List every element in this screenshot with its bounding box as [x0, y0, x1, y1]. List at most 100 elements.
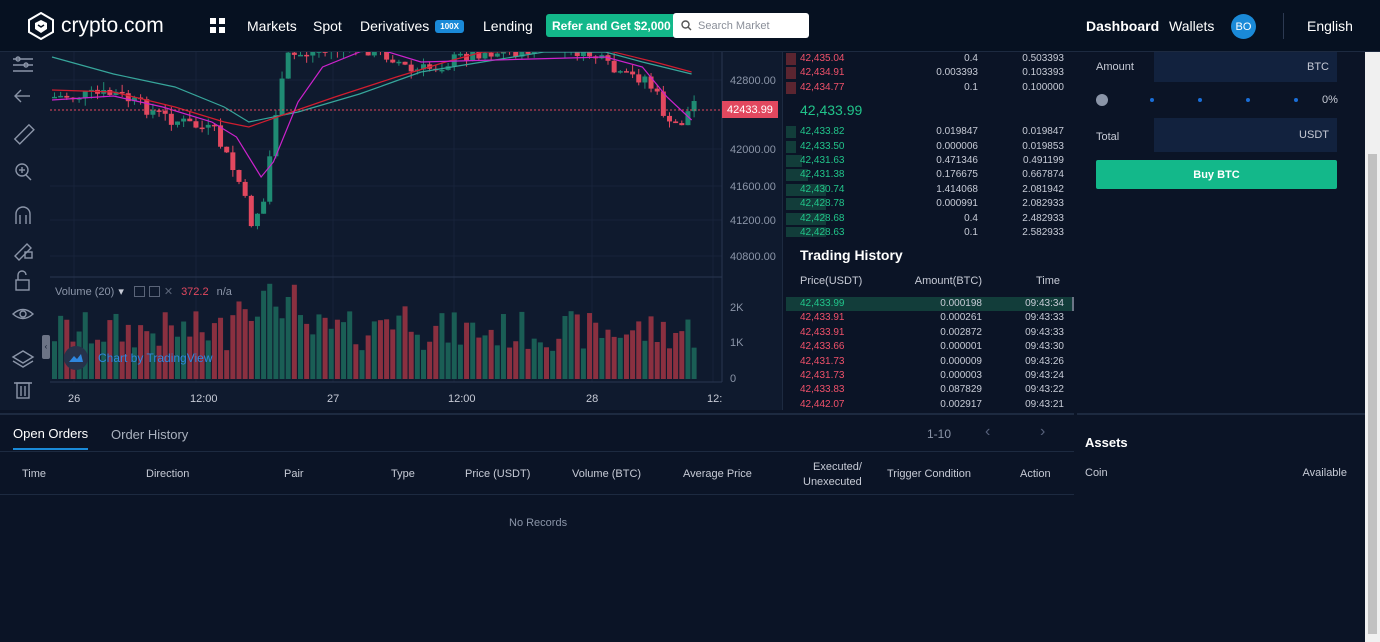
bid-row[interactable]: 42,433.82 0.019847 0.019847 [786, 125, 1074, 139]
candle-body [685, 111, 691, 126]
slider-tick[interactable] [1198, 98, 1202, 102]
amount-input[interactable]: BTC [1154, 52, 1337, 82]
volume-bar [162, 312, 168, 379]
nav-dashboard[interactable]: Dashboard [1086, 18, 1160, 34]
slider-tick[interactable] [1294, 98, 1298, 102]
brand-logo[interactable]: crypto.com [28, 12, 164, 40]
price-chart-panel[interactable]: 42800.00 42000.00 41600.00 41200.00 40800.00… [0, 36, 783, 410]
candle-body [162, 110, 168, 114]
tradingview-watermark[interactable]: Chart by TradingView [64, 346, 213, 370]
buy-btc-button[interactable]: Buy BTC [1096, 160, 1337, 189]
volume-bar [568, 311, 574, 379]
depth-bar [786, 198, 826, 211]
order-amount: 0.000991 [936, 198, 978, 210]
eye-icon[interactable] [11, 308, 35, 320]
volume-bar [630, 330, 636, 379]
candle-body [310, 51, 316, 56]
legend-close-icon[interactable]: ✕ [163, 286, 174, 298]
volume-bar [599, 337, 605, 379]
zoom-in-icon[interactable] [15, 163, 32, 181]
ask-row[interactable]: 42,434.77 0.1 0.100000 [786, 81, 1074, 95]
lock-icon[interactable] [15, 270, 30, 291]
total-input[interactable]: USDT [1154, 118, 1337, 152]
candle-body [476, 48, 482, 59]
price-axis-label: 40800.00 [730, 251, 776, 263]
volume-bar [82, 312, 88, 379]
candle-body [630, 71, 636, 75]
bid-row[interactable]: 42,430.74 1.414068 2.081942 [786, 183, 1074, 197]
volume-bar [248, 320, 254, 379]
bid-row[interactable]: 42,431.63 0.471346 0.491199 [786, 154, 1074, 168]
trade-time: 09:43:30 [1025, 341, 1064, 353]
trade-row: 42,433.99 0.000198 09:43:34 [786, 297, 1074, 312]
volume-bar [402, 306, 408, 379]
bid-row[interactable]: 42,428.78 0.000991 2.082933 [786, 197, 1074, 211]
trade-price: 42,433.91 [800, 326, 845, 338]
trade-amount: 0.000198 [940, 298, 982, 309]
bid-row[interactable]: 42,428.63 0.1 2.582933 [786, 226, 1074, 240]
back-arrow-icon[interactable] [14, 89, 30, 103]
bid-row[interactable]: 42,428.68 0.4 2.482933 [786, 212, 1074, 226]
volume-bar [156, 345, 162, 379]
language-selector[interactable]: English [1307, 18, 1353, 34]
chevron-right-icon[interactable]: › [1040, 423, 1046, 440]
draw-lock-icon[interactable] [14, 243, 33, 261]
page-scrollbar[interactable] [1365, 52, 1380, 642]
volume-bar [175, 336, 180, 379]
bid-row[interactable]: 42,431.38 0.176675 0.667874 [786, 168, 1074, 182]
trash-icon[interactable] [14, 382, 32, 399]
order-total: 2.582933 [1022, 226, 1064, 238]
volume-bar [574, 314, 580, 379]
indicators-icon[interactable] [13, 56, 33, 72]
refer-button[interactable]: Refer and Get $2,000 [546, 14, 677, 37]
slider-handle[interactable] [1096, 94, 1108, 106]
legend-settings-icon[interactable] [148, 286, 160, 297]
search-box[interactable] [673, 13, 809, 38]
nav-wallets[interactable]: Wallets [1169, 18, 1215, 34]
volume-bar [421, 349, 426, 379]
slider-tick[interactable] [1150, 98, 1154, 102]
volume-bar [451, 312, 457, 379]
slider-tick[interactable] [1246, 98, 1250, 102]
ask-row[interactable]: 42,435.04 0.4 0.503393 [786, 52, 1074, 66]
legend-dropdown-icon[interactable]: ▾ [118, 286, 124, 298]
volume-bar [494, 345, 500, 379]
candlestick-chart[interactable]: 42800.00 42000.00 41600.00 41200.00 40800.00… [0, 36, 783, 410]
volume-bar [667, 348, 672, 379]
magnet-icon[interactable] [15, 206, 31, 224]
nav-derivatives[interactable]: Derivatives 100X [360, 0, 464, 52]
candle-body [402, 61, 408, 65]
nav-markets[interactable]: Markets [247, 18, 297, 34]
brand-name: crypto.com [61, 14, 164, 37]
time-axis-label: 12:00 [190, 393, 218, 405]
search-input[interactable] [698, 19, 798, 32]
tab-order-history[interactable]: Order History [111, 427, 189, 442]
order-amount: 0.4 [964, 212, 978, 224]
volume-bar [254, 316, 260, 379]
ask-row[interactable]: 42,434.91 0.003393 0.103393 [786, 66, 1074, 80]
chevron-left-icon[interactable]: ‹ [985, 423, 991, 440]
volume-bar [660, 321, 666, 379]
volume-bar [408, 331, 414, 379]
user-avatar[interactable]: BO [1231, 14, 1256, 39]
bid-row[interactable]: 42,433.50 0.000006 0.019853 [786, 140, 1074, 154]
legend-eye-icon[interactable] [133, 286, 145, 297]
nav-lending[interactable]: Lending [483, 18, 533, 34]
tradingview-logo-icon [64, 346, 88, 370]
tab-open-orders[interactable]: Open Orders [13, 426, 89, 450]
trading-history-panel: Trading History Price(USDT) Amount(BTC) … [786, 237, 1074, 410]
apps-grid-icon[interactable] [210, 0, 226, 52]
amount-slider[interactable] [1096, 93, 1298, 107]
volume-bar [396, 315, 402, 379]
candle-body [175, 121, 180, 125]
page-scrollbar-thumb[interactable] [1368, 154, 1377, 634]
depth-bar [786, 140, 796, 153]
volume-indicator-label[interactable]: Volume (20) [55, 285, 115, 298]
ruler-icon[interactable] [13, 123, 35, 145]
history-scroll-thumb[interactable] [1072, 297, 1074, 311]
nav-spot[interactable]: Spot [313, 18, 342, 34]
candle-body [611, 60, 617, 73]
layers-icon[interactable] [11, 350, 35, 368]
volume-bar [205, 340, 211, 379]
collapse-toolbar-handle[interactable]: ‹ [42, 335, 50, 359]
